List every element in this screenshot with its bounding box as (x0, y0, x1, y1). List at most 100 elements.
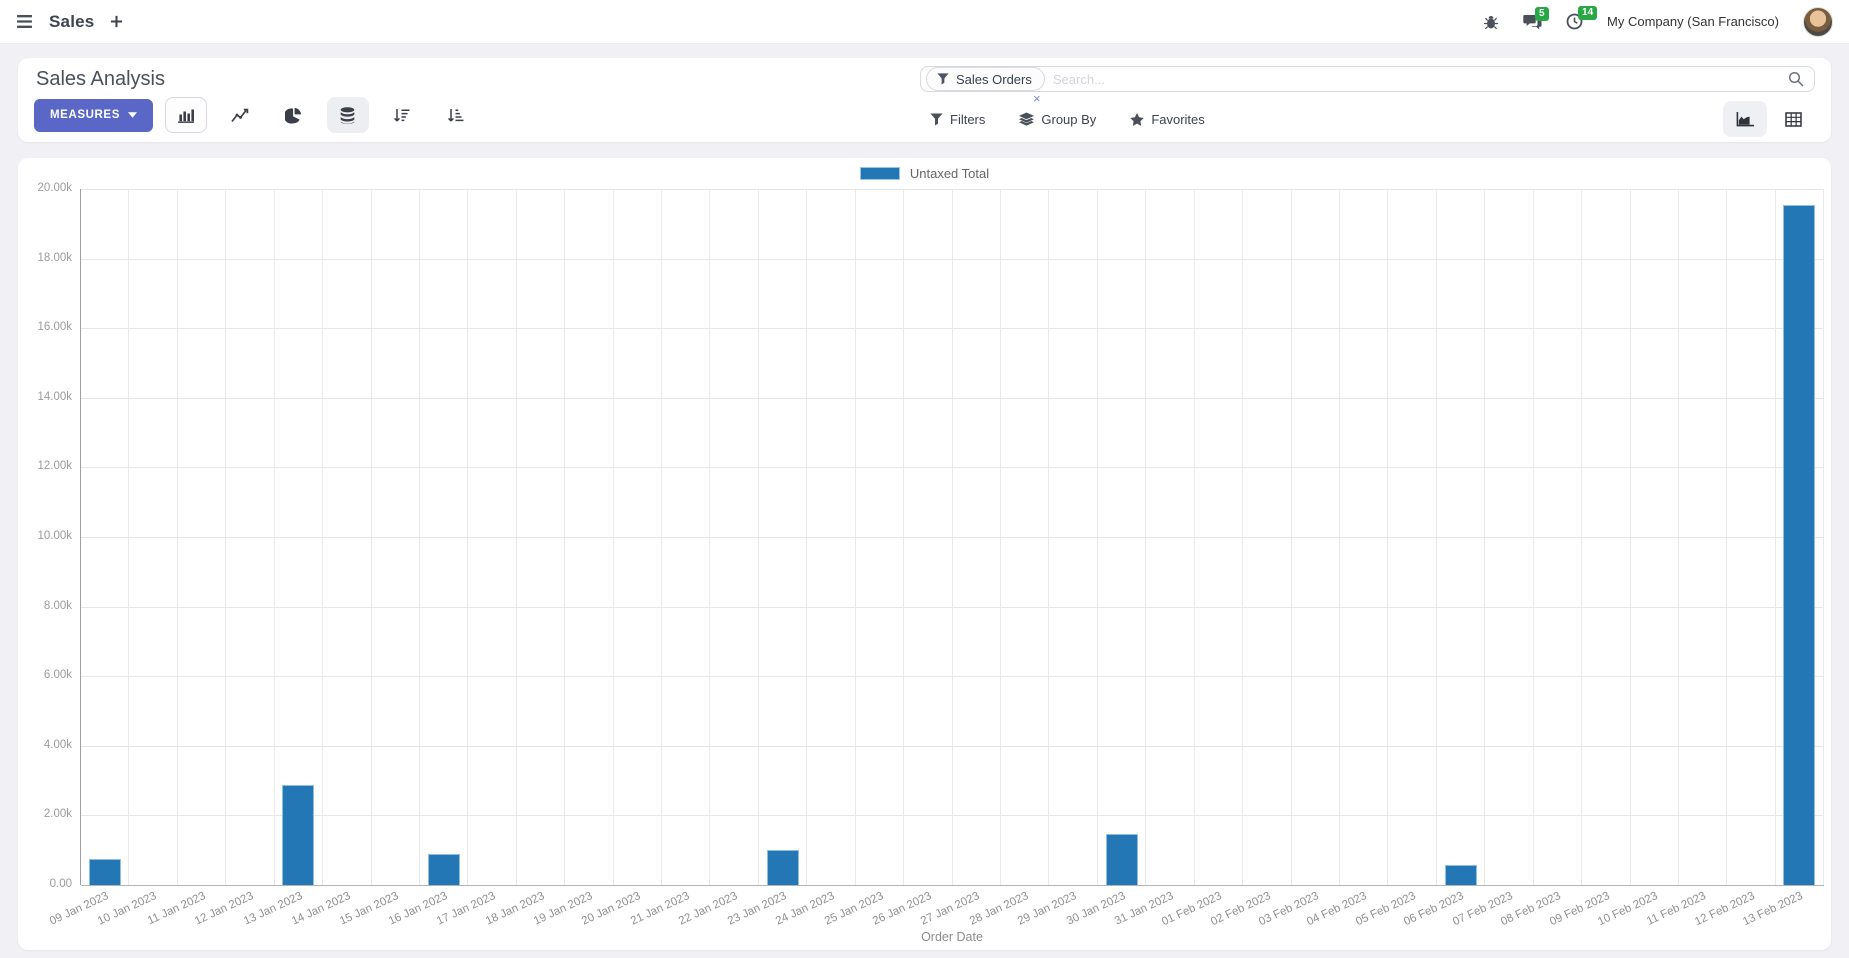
category-band (1001, 189, 1050, 885)
category-band (953, 189, 1002, 885)
bar-16-jan-2023[interactable] (427, 854, 460, 885)
bar-chart-button[interactable] (164, 97, 207, 133)
y-tick-label: 6.00k (43, 669, 72, 682)
graph-view-icon (1736, 111, 1754, 126)
y-tick-label: 20.00k (37, 182, 72, 194)
pivot-view-icon (1784, 111, 1802, 127)
category-band (1243, 189, 1292, 885)
category-band (807, 189, 856, 885)
legend-item[interactable]: Untaxed Total (18, 166, 1831, 181)
filters-icon (930, 112, 943, 126)
facet-remove-icon[interactable]: × (1033, 91, 1041, 106)
category-band (1437, 189, 1486, 885)
bar-23-jan-2023[interactable] (766, 850, 799, 885)
sort-desc-button[interactable] (381, 97, 423, 133)
category-band (1631, 189, 1679, 885)
y-tick-label: 18.00k (37, 251, 72, 264)
stacked-icon (341, 106, 355, 124)
menu-icon[interactable] (16, 14, 33, 29)
measures-label: MEASURES (50, 109, 120, 121)
sort-asc-button[interactable] (435, 97, 477, 133)
category-band (420, 189, 469, 885)
pie-chart-button[interactable] (273, 97, 315, 133)
category-band (372, 189, 420, 885)
category-band (1146, 189, 1195, 885)
bar-13-jan-2023[interactable] (282, 785, 315, 885)
control-panel: Sales Analysis MEASURES (18, 58, 1831, 142)
y-tick-label: 16.00k (37, 321, 72, 334)
category-band (614, 189, 663, 885)
legend-swatch (859, 167, 900, 180)
graph-view: Untaxed Total 20.00k 18.00k 16.00k 14.00k 12… (18, 158, 1831, 950)
category-band (323, 189, 372, 885)
top-navbar: Sales 5 14 My Company (San Francisco) (0, 0, 1849, 44)
app-name[interactable]: Sales (49, 11, 95, 31)
bar-09-jan-2023[interactable] (88, 859, 121, 885)
category-band (1727, 189, 1776, 885)
favorites-label: Favorites (1151, 111, 1205, 127)
search-facet-label: Sales Orders (956, 71, 1032, 87)
category-band (856, 189, 905, 885)
filters-label: Filters (950, 111, 986, 127)
group-by-icon (1019, 112, 1035, 126)
category-band (129, 189, 178, 885)
view-switcher (1723, 101, 1815, 137)
category-band (1534, 189, 1583, 885)
search-icon[interactable] (1788, 71, 1804, 87)
pivot-view-button[interactable] (1771, 101, 1815, 137)
favorites-menu[interactable]: Favorites (1130, 111, 1205, 127)
avatar[interactable] (1803, 6, 1833, 37)
activities-icon[interactable]: 14 (1566, 6, 1598, 30)
category-band (1098, 189, 1147, 885)
category-band (1292, 189, 1340, 885)
messages-icon[interactable]: 5 (1523, 6, 1549, 30)
category-band (275, 189, 324, 885)
search-bar: Sales Orders × (920, 66, 1815, 105)
line-chart-button[interactable] (219, 97, 261, 133)
category-band (517, 189, 566, 885)
company-switcher[interactable]: My Company (San Francisco) (1607, 14, 1779, 29)
y-tick-label: 12.00k (37, 460, 72, 473)
category-band (1485, 189, 1534, 885)
category-band (904, 189, 953, 885)
graph-view-button[interactable] (1723, 101, 1767, 137)
bar-13-feb-2023[interactable] (1783, 205, 1816, 885)
page-title: Sales Analysis (36, 68, 165, 90)
search-facet[interactable]: Sales Orders (926, 67, 1045, 91)
y-tick-label: 8.00k (43, 599, 72, 612)
sort-asc-icon (448, 108, 464, 122)
category-band (81, 189, 130, 885)
filters-menu[interactable]: Filters (930, 112, 985, 127)
category-band (1776, 189, 1825, 885)
sort-desc-icon (394, 108, 410, 122)
y-tick-label: 0.00 (49, 878, 72, 890)
stacked-button[interactable] (326, 97, 369, 133)
y-axis-labels: 20.00k 18.00k 16.00k 14.00k 12.00k 10.00k 8.00… (18, 182, 72, 890)
category-band (710, 189, 759, 885)
category-band (759, 189, 808, 885)
chevron-down-icon (127, 112, 137, 118)
gridline (81, 885, 1824, 886)
plot-area (80, 189, 1825, 886)
category-band (1388, 189, 1437, 885)
x-axis-title: Order Date (921, 930, 983, 944)
group-by-menu[interactable]: Group By (1019, 112, 1096, 127)
category-band (1049, 189, 1098, 885)
y-tick-label: 14.00k (37, 390, 72, 403)
category-band (662, 189, 711, 885)
measures-button[interactable]: MEASURES (34, 98, 153, 132)
plus-icon[interactable] (110, 15, 123, 28)
line-chart-icon (231, 108, 249, 122)
search-input[interactable] (1044, 71, 1788, 87)
category-band (1340, 189, 1389, 885)
bar-06-feb-2023[interactable] (1444, 865, 1477, 885)
bug-icon[interactable] (1483, 14, 1499, 30)
bar-30-jan-2023[interactable] (1105, 834, 1138, 885)
messages-badge: 5 (1535, 6, 1549, 21)
favorites-icon (1130, 112, 1145, 126)
category-band (565, 189, 614, 885)
y-tick-label: 2.00k (43, 808, 72, 821)
category-band (1195, 189, 1244, 885)
pie-chart-icon (285, 107, 302, 124)
category-band (1679, 189, 1728, 885)
